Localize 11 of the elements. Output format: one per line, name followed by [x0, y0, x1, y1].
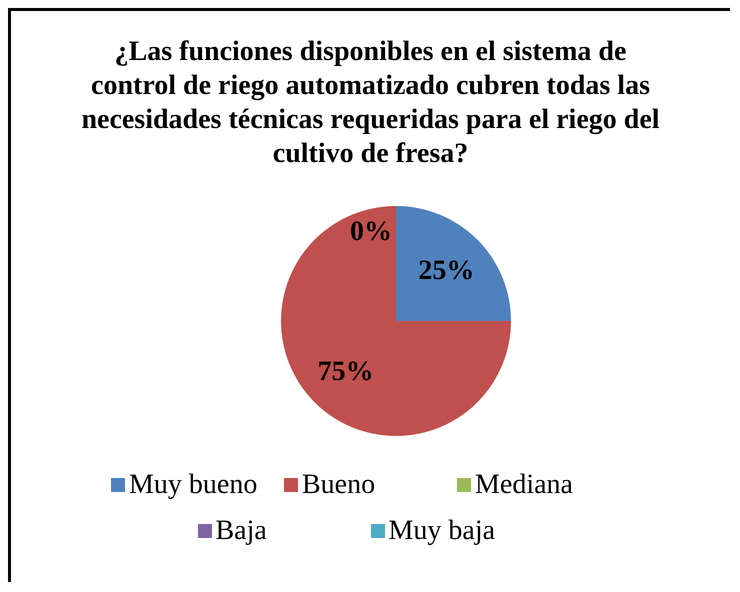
pie-slice — [396, 206, 510, 321]
data-label: 25% — [418, 255, 474, 286]
legend-label: Muy bueno — [129, 469, 258, 501]
chart-title: ¿Las funciones disponibles en el sistema de control de riego automatizado cubren todas las necesidades técnicas requeridas para el riego del cultivo de fresa? — [80, 35, 660, 171]
legend-label: Muy baja — [388, 515, 496, 547]
legend-label: Bueno — [302, 469, 376, 501]
legend-label: Baja — [216, 515, 267, 547]
pie-slice — [280, 206, 510, 436]
legend-label: Mediana — [475, 469, 573, 501]
data-label: 75% — [317, 356, 374, 387]
text: 0% — [350, 216, 392, 247]
